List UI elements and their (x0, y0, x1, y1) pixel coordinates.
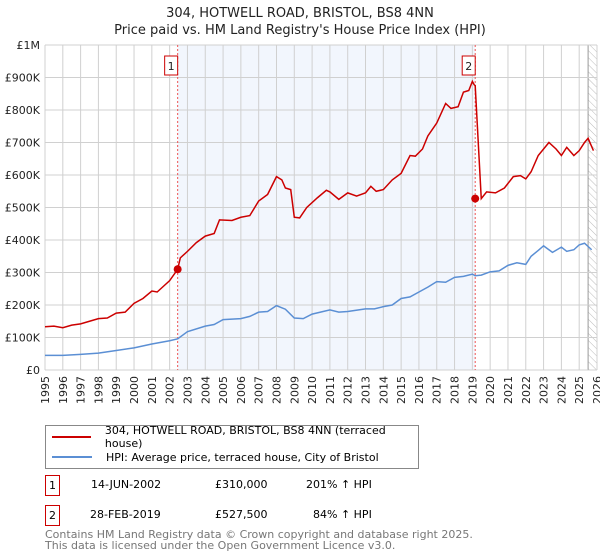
series-line (45, 242, 593, 357)
legend-label: 304, HOTWELL ROAD, BRISTOL, BS8 4NN (ter… (104, 424, 386, 450)
x-tick-label: 2002 (164, 376, 177, 404)
x-tick-label: 2003 (181, 376, 194, 404)
x-tick-label: 1998 (92, 376, 105, 404)
x-tick-label: 2025 (573, 376, 586, 404)
x-tick-label: 1997 (75, 376, 88, 404)
y-tick-label: £900K (5, 72, 41, 85)
annotation-box (461, 55, 476, 76)
y-tick-label: £500K (5, 202, 41, 215)
transaction-price: £527,500 (215, 508, 268, 521)
x-tick-label: 2009 (288, 376, 301, 404)
y-tick-label: £800K (5, 104, 41, 117)
annotation-label: 2 (465, 60, 472, 73)
annotation-label: 1 (168, 60, 175, 73)
x-tick-label: 2011 (324, 376, 337, 404)
y-tick-label: £700K (5, 137, 41, 150)
chart-legend: 304, HOTWELL ROAD, BRISTOL, BS8 4NN (ter… (45, 424, 419, 469)
transaction-date: 28-FEB-2019 (90, 508, 161, 521)
y-tick-label: £300K (5, 267, 41, 280)
legend-label: HPI: Average price, terraced house, City… (106, 450, 379, 464)
y-tick-label: £0 (26, 364, 40, 377)
x-tick-label: 2007 (253, 376, 266, 404)
x-tick-label: 1999 (110, 376, 123, 404)
x-tick-label: 1995 (39, 376, 52, 404)
legend-item-hpi: HPI: Average price, terraced house, City… (46, 447, 379, 467)
legend-item-property: 304, HOTWELL ROAD, BRISTOL, BS8 4NN (ter… (46, 424, 418, 450)
chart-title-line2: Price paid vs. HM Land Registry's House … (114, 23, 486, 38)
legend-swatch-red (52, 436, 91, 438)
x-tick-label: 2000 (128, 376, 141, 404)
sale-point (173, 265, 182, 274)
x-tick-label: 2024 (555, 376, 568, 404)
y-tick-label: £1M (17, 39, 41, 52)
transaction-badge: 2 (45, 505, 60, 526)
transaction-badge: 1 (45, 475, 60, 496)
y-tick-label: £600K (5, 169, 41, 182)
transaction-hpi: 201% ↑ HPI (306, 478, 372, 491)
transaction-price: £310,000 (215, 478, 268, 491)
x-tick-label: 2013 (360, 376, 373, 404)
x-tick-label: 2022 (520, 376, 533, 404)
footer: Contains HM Land Registry data © Crown c… (45, 529, 473, 551)
x-tick-label: 1996 (57, 376, 70, 404)
series-line (44, 79, 595, 329)
x-tick-label: 2006 (235, 376, 248, 404)
x-tick-label: 2010 (306, 376, 319, 404)
x-tick-label: 2001 (146, 376, 159, 404)
transaction-date: 14-JUN-2002 (91, 478, 162, 491)
x-tick-label: 2012 (342, 376, 355, 404)
footer-line: This data is licensed under the Open Gov… (45, 539, 396, 552)
x-tick-label: 2026 (591, 376, 600, 404)
x-tick-label: 2016 (413, 376, 426, 404)
x-tick-label: 2008 (270, 376, 283, 404)
x-tick-label: 2015 (395, 376, 408, 404)
x-tick-label: 2023 (538, 376, 551, 404)
price-chart: 1995 1996 1997 1998 1999 2000 2001 2002 2003 2004… (5, 39, 600, 404)
y-tick-label: £200K (5, 299, 41, 312)
footer-line: Contains HM Land Registry data © Crown c… (45, 528, 473, 541)
x-tick-label: 2004 (199, 376, 212, 404)
y-tick-label: £100K (5, 332, 41, 345)
legend-swatch-blue (52, 456, 92, 458)
x-tick-label: 2017 (431, 376, 444, 404)
x-tick-label: 2014 (377, 376, 390, 404)
x-tick-label: 2021 (502, 376, 515, 404)
transaction-hpi: 84% ↑ HPI (313, 508, 372, 521)
x-tick-label: 2018 (449, 376, 462, 404)
annotation-box (164, 55, 179, 76)
y-tick-label: £400K (5, 234, 41, 247)
x-tick-label: 2020 (484, 376, 497, 404)
chart-title-line1: 304, HOTWELL ROAD, BRISTOL, BS8 4NN (166, 6, 434, 21)
x-tick-label: 2019 (466, 376, 479, 404)
sale-point (471, 194, 480, 203)
x-tick-label: 2005 (217, 376, 230, 404)
